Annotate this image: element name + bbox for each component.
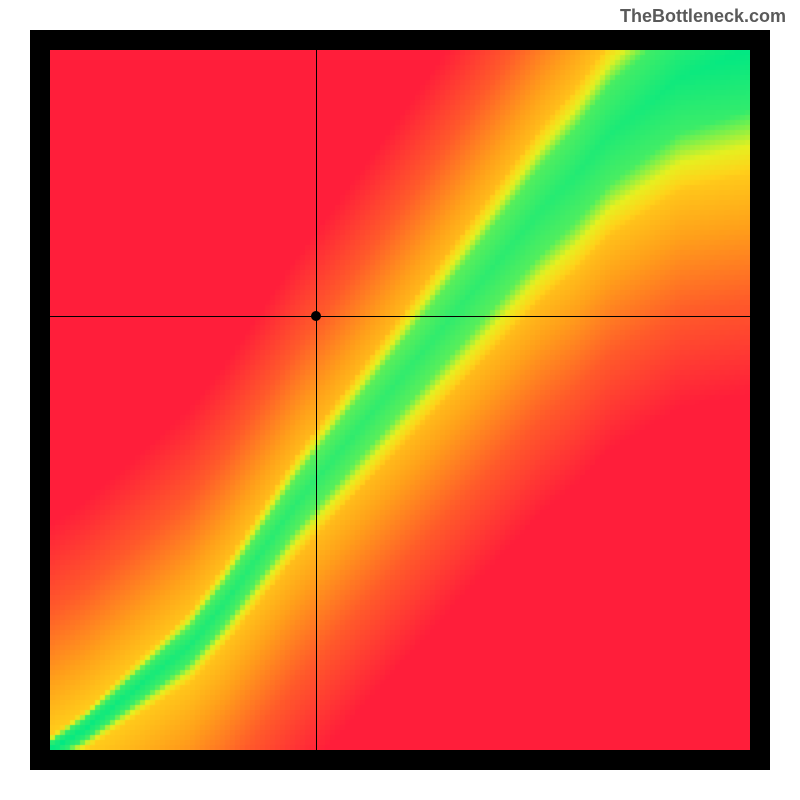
crosshair-dot [311,311,321,321]
heatmap-frame [30,30,770,770]
attribution-text: TheBottleneck.com [620,6,786,27]
crosshair-horizontal [50,316,750,317]
page-root: { "attribution": { "text": "TheBottlenec… [0,0,800,800]
heatmap-plot-area [50,50,750,750]
heatmap-canvas [50,50,750,750]
crosshair-vertical [316,50,317,750]
